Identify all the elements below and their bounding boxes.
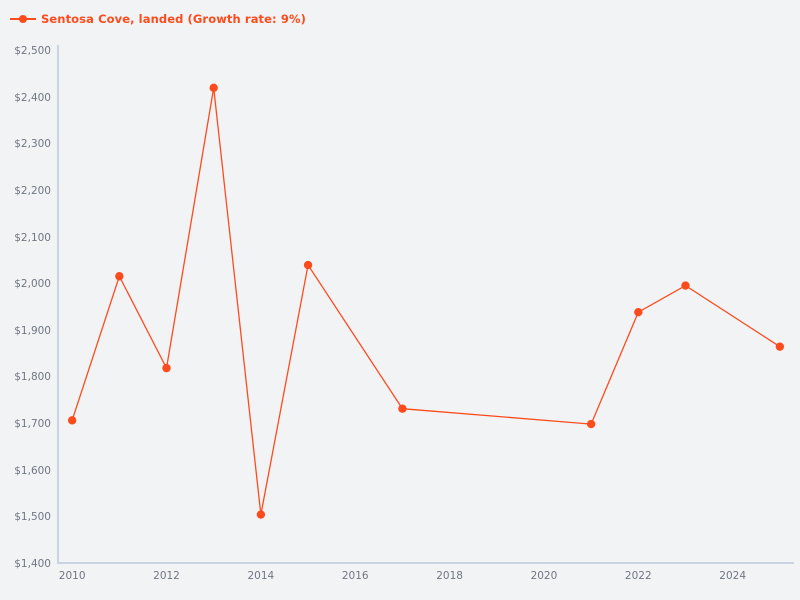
data-point[interactable] [303,260,313,270]
y-tick-label: $1,800 [14,371,51,384]
x-tick-label: 2018 [436,570,463,582]
y-tick-label: $2,100 [14,231,51,244]
data-point[interactable] [115,272,124,281]
y-tick-label: $1,700 [14,418,51,431]
y-tick-label: $1,400 [14,558,51,570]
data-point[interactable] [634,307,643,317]
x-tick-label: 2022 [624,570,652,582]
legend-label: Sentosa Cove, landed (Growth rate: 9%) [41,12,306,26]
x-axis-line [57,562,794,564]
data-point[interactable] [681,281,690,290]
data-point[interactable] [398,404,407,413]
data-point[interactable] [586,419,596,429]
x-tick-label: 2010 [58,570,86,582]
series-line [71,87,781,515]
data-point[interactable] [256,510,266,519]
data-point[interactable] [67,416,77,425]
x-tick-label: 2020 [530,570,558,582]
x-tick-label: 2024 [719,570,747,582]
y-tick-label: $1,900 [14,324,51,337]
y-axis-line [57,45,59,564]
data-point[interactable] [162,363,171,373]
y-tick-label: $2,000 [14,278,51,291]
data-point[interactable] [775,342,785,351]
y-axis-tick-labels: $1,400 $1,500 $1,600 $1,700 $1,800 $1,900 $2,0… [0,0,51,600]
y-tick-label: $1,500 [14,511,51,524]
y-tick-label: $2,300 [14,138,51,151]
x-tick-label: 2012 [153,570,180,582]
y-tick-label: $2,500 [14,45,51,57]
x-tick-label: 2014 [247,570,275,582]
y-tick-label: $2,400 [14,91,51,104]
x-tick-label: 2016 [341,570,369,582]
chart-legend[interactable]: Sentosa Cove, landed (Growth rate: 9%) [10,11,306,27]
y-tick-label: $2,200 [14,184,51,197]
data-point[interactable] [209,83,218,93]
legend-marker-icon [10,13,36,25]
y-tick-label: $1,600 [14,464,51,477]
